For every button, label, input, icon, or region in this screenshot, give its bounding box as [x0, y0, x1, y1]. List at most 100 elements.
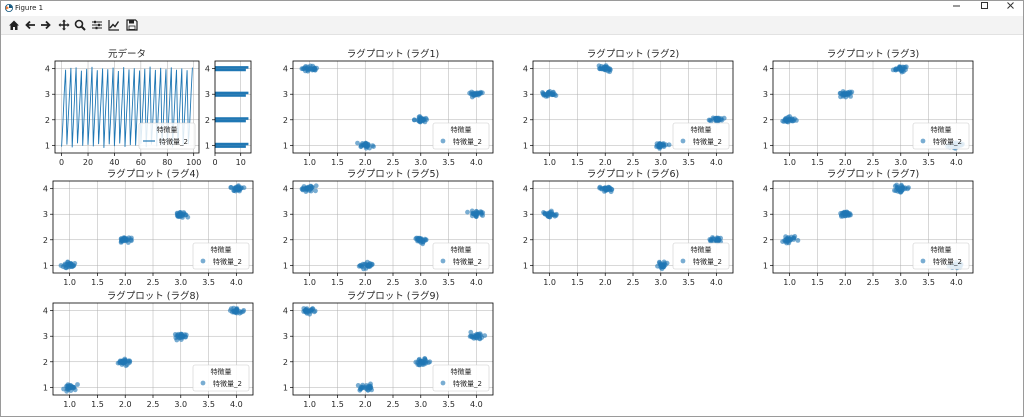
legend-title: 特徴量 — [691, 245, 712, 254]
scatter-point — [664, 260, 670, 266]
y-tick-label: 2 — [763, 116, 768, 125]
legend-title: 特徴量 — [931, 125, 952, 134]
legend-box — [432, 122, 490, 150]
close-button[interactable] — [997, 1, 1023, 16]
scatter-point — [666, 142, 672, 148]
legend-title: 特徴量 — [451, 367, 472, 376]
maximize-button[interactable] — [971, 1, 997, 16]
x-tick-label: 60 — [136, 158, 146, 167]
x-tick-label: 1.0 — [543, 158, 556, 167]
scatter-point — [468, 329, 474, 335]
scatter-point — [791, 237, 796, 242]
scatter-point — [551, 89, 556, 95]
x-tick-label: 3.5 — [442, 400, 455, 409]
subplot-title: ラグプロット (ラグ4) — [107, 168, 199, 180]
x-tick-label: 1.5 — [91, 278, 104, 287]
x-tick-label: 1.0 — [63, 278, 76, 287]
scatter-point — [301, 184, 307, 189]
configure-subplots-button[interactable] — [90, 18, 104, 32]
subplot-6: 1.0 1.5 2.0 2.5 3.0 3.5 4.0 1 2 3 4 ラグプロット (ラグ5) 特徴量… — [283, 168, 494, 287]
x-tick-label: 0 — [212, 158, 217, 167]
home-icon — [9, 20, 19, 30]
scatter-point — [896, 187, 902, 193]
save-button[interactable] — [125, 18, 139, 32]
title-bar[interactable]: Figure 1 — [1, 1, 1023, 16]
legend-label: 特徴量_2 — [213, 379, 242, 388]
back-icon — [25, 20, 35, 30]
legend-point-marker — [680, 258, 686, 264]
scatter-point — [413, 359, 419, 365]
save-icon — [126, 19, 138, 31]
x-tick-label: 2.5 — [627, 158, 640, 167]
legend-label: 特徴量_2 — [453, 257, 482, 266]
scatter-point — [468, 91, 474, 97]
x-tick-label: 4.0 — [950, 278, 963, 287]
scatter-point — [423, 115, 429, 121]
x-tick-label: 1.0 — [543, 278, 556, 287]
scatter-point — [478, 89, 484, 95]
navigation-toolbar — [1, 16, 1023, 35]
x-tick-label: 3.5 — [682, 158, 695, 167]
pan-icon — [58, 19, 70, 31]
x-tick-label: 1.0 — [63, 400, 76, 409]
legend-point-marker — [680, 138, 686, 144]
legend-label: 特徴量_2 — [453, 379, 482, 388]
scatter-point — [842, 213, 848, 219]
scatter-point — [465, 209, 470, 215]
pan-button[interactable] — [57, 18, 71, 32]
scatter-point — [313, 188, 318, 194]
scatter-point — [312, 65, 317, 71]
subplot-title: ラグプロット (ラグ3) — [827, 48, 919, 60]
scatter-point — [659, 264, 665, 269]
x-tick-label: 3.5 — [442, 158, 455, 167]
x-tick-label: 1.0 — [303, 400, 316, 409]
minimize-button[interactable] — [943, 1, 969, 16]
legend-label: 特徴量_2 — [453, 137, 482, 146]
legend-label: 特徴量_2 — [933, 257, 962, 266]
scatter-point — [358, 142, 364, 148]
edit-axes-button[interactable] — [107, 18, 121, 32]
x-tick-label: 2.5 — [867, 158, 880, 167]
y-tick-label: 1 — [43, 383, 48, 392]
scatter-point — [604, 185, 610, 191]
zoom-button[interactable] — [73, 18, 87, 32]
y-tick-label: 4 — [763, 185, 768, 194]
scatter-point — [361, 266, 366, 272]
x-tick-label: 2.5 — [387, 400, 400, 409]
scatter-point — [549, 212, 555, 218]
x-tick-label: 10 — [236, 158, 246, 167]
x-tick-label: 3.0 — [174, 400, 187, 409]
scatter-point — [546, 89, 551, 95]
legend-point-marker — [920, 138, 926, 144]
y-tick-label: 3 — [523, 210, 528, 219]
scatter-point — [75, 382, 80, 387]
series-line — [61, 66, 193, 148]
y-tick-label: 4 — [523, 65, 528, 74]
scatter-point — [304, 309, 310, 315]
scatter-point — [355, 140, 360, 146]
home-button[interactable] — [7, 18, 21, 32]
forward-button[interactable] — [39, 18, 53, 32]
scatter-point — [475, 211, 480, 217]
scatter-point — [358, 384, 364, 390]
y-tick-label: 3 — [523, 90, 528, 99]
x-tick-label: 1.5 — [571, 158, 584, 167]
scatter-point — [794, 118, 799, 123]
scatter-point — [715, 115, 721, 121]
x-tick-label: 4.0 — [230, 278, 243, 287]
legend-label: 特徴量_2 — [693, 257, 722, 266]
figure-canvas[interactable]: 0 20 40 60 80 100 1 2 3 4 元データ 特徴量 特徴量_2 0 10 1 2 3 4 1.0 1.… — [1, 35, 1023, 416]
histogram-bar — [215, 68, 246, 72]
legend-point-marker — [440, 258, 446, 264]
legend-box — [912, 122, 970, 150]
x-tick-label: 4.0 — [710, 278, 723, 287]
scatter-point — [313, 183, 319, 189]
x-tick-label: 2.0 — [119, 400, 132, 409]
back-button[interactable] — [23, 18, 37, 32]
scatter-point — [58, 263, 64, 268]
y-tick-label: 4 — [283, 185, 288, 194]
